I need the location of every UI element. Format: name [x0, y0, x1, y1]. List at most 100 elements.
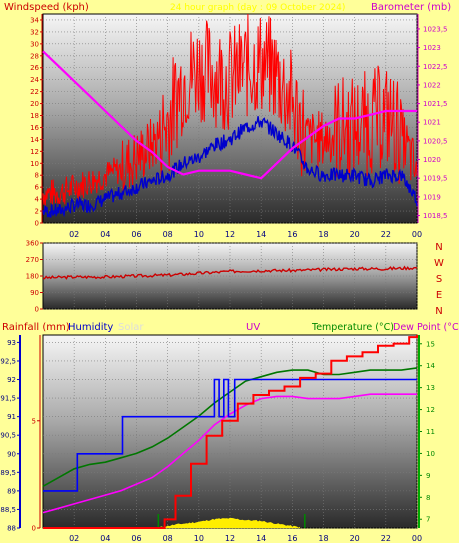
solar-axis-title: Solar: [118, 322, 144, 333]
solar-area: [159, 517, 301, 528]
uv-axis-title: UV: [246, 322, 260, 333]
wind-y-tick-label: 34: [30, 16, 39, 24]
humidity-y-tick-label: 88,5: [0, 506, 16, 514]
temperature-x-tick-label: 08: [163, 534, 173, 543]
direction-gridlines: [43, 242, 418, 310]
wind-gust-line: [42, 13, 418, 206]
wind-x-tick-label: 00: [412, 230, 422, 239]
dew-point-line: [42, 393, 417, 514]
wind-y-tick-label: 12: [30, 148, 39, 156]
temperature-x-tick-label: 02: [69, 534, 79, 543]
temperature-series: [42, 335, 418, 529]
rainfall-y-axis: 05: [32, 335, 41, 533]
wind-x-tick-label: 20: [350, 230, 360, 239]
compass-label: W: [434, 258, 444, 269]
humidity-axis-title: Humidity: [68, 322, 113, 333]
wind-y-tick-label: 26: [30, 64, 39, 72]
humidity-y-tick-label: 89: [7, 487, 16, 495]
wind-average-line: [42, 116, 418, 218]
rainfall-y-tick-label: 0: [32, 525, 36, 533]
wind-y-tick-label: 22: [30, 88, 39, 96]
direction-series: [42, 265, 418, 280]
compass-label: S: [436, 274, 442, 285]
wind-y-tick-label: 14: [30, 136, 39, 144]
barometer-y-tick-label: 1023,5: [423, 25, 448, 33]
wind-y-tick-label: 32: [30, 28, 39, 36]
temperature-x-tick-label: 00: [412, 534, 422, 543]
barometer-y-tick-label: 1023: [423, 44, 441, 52]
wind-y-tick-label: 2: [35, 208, 39, 216]
barometer-line: [42, 50, 417, 180]
wind-y-tick-label: 30: [30, 40, 39, 48]
temperature-x-tick-label: 20: [350, 534, 360, 543]
temperature-x-tick-label: 18: [318, 534, 328, 543]
temperature-y-tick-label: 9: [426, 472, 430, 480]
wind-y-tick-label: 4: [35, 196, 40, 204]
dew-point-axis-title: Dew Point (°C): [393, 322, 459, 333]
temperature-y-tick-label: 11: [426, 428, 435, 436]
temperature-y-axis: 7 8 9 10 11 12 13 14 15: [418, 335, 435, 528]
wind-y-tick-label: 10: [30, 160, 39, 168]
wind-x-tick-label: 02: [69, 230, 79, 239]
direction-y-axis: 360 270 180 90 0: [26, 240, 43, 314]
wind-direction-line: [42, 265, 418, 280]
temperature-x-tick-label: 12: [225, 534, 235, 543]
wind-x-tick-label: 04: [100, 230, 110, 239]
temperature-x-tick-label: 06: [131, 534, 141, 543]
barometer-y-tick-label: 1021,5: [423, 100, 448, 108]
temperature-y-tick-label: 8: [426, 494, 430, 502]
wind-x-tick-label: 14: [256, 230, 266, 239]
wind-series: [42, 13, 418, 218]
humidity-y-axis: 88 88,5 89 89,5 90 90,5 91 91,5 92 92,5 93: [0, 335, 21, 533]
barometer-y-tick-label: 1019: [423, 193, 441, 201]
barometer-y-tick-label: 1019,5: [423, 175, 448, 183]
temperature-y-tick-label: 14: [426, 362, 435, 370]
wind-y-tick-label: 18: [30, 112, 39, 120]
temperature-y-tick-label: 13: [426, 384, 435, 392]
humidity-y-tick-label: 92,5: [0, 357, 16, 365]
compass-label: N: [435, 306, 442, 317]
temperature-x-tick-label: 22: [381, 534, 391, 543]
barometer-y-axis: 1018,5 1019 1019,5 1020 1020,5 1021 1021,5 1022…: [417, 14, 448, 223]
temperature-y-tick-label: 10: [426, 450, 435, 458]
temperature-x-tick-label: 14: [256, 534, 266, 543]
temperature-line: [42, 367, 418, 487]
temperature-y-tick-label: 7: [426, 516, 430, 524]
wind-y-tick-label: 6: [35, 184, 40, 192]
wind-x-tick-label: 18: [318, 230, 328, 239]
direction-y-tick-label: 90: [30, 289, 39, 297]
wind-x-tick-label: 22: [381, 230, 391, 239]
barometer-y-tick-label: 1018,5: [423, 212, 448, 220]
wind-y-tick-label: 20: [30, 100, 39, 108]
humidity-y-tick-label: 89,5: [0, 469, 16, 477]
wind-y-tick-label: 28: [30, 52, 39, 60]
temperature-x-axis: 02 04 06 08 10 12 14 16 18 20 22 00: [69, 534, 422, 543]
humidity-y-tick-label: 90: [7, 450, 16, 458]
rainfall-y-tick-label: 5: [32, 417, 36, 425]
humidity-y-tick-label: 91: [7, 413, 16, 421]
humidity-y-tick-label: 90,5: [0, 432, 16, 440]
temperature-x-tick-label: 04: [100, 534, 110, 543]
temperature-y-tick-label: 15: [426, 340, 435, 348]
rainfall-axis-title: Rainfall (mm): [2, 322, 70, 333]
barometer-y-tick-label: 1022: [423, 81, 441, 89]
barometer-y-tick-label: 1020,5: [423, 137, 448, 145]
humidity-y-tick-label: 93: [7, 339, 16, 347]
compass-label: E: [436, 290, 442, 301]
wind-y-tick-label: 24: [30, 76, 39, 84]
wind-x-tick-label: 16: [287, 230, 297, 239]
direction-y-tick-label: 180: [26, 273, 39, 281]
barometer-axis-title: Barometer (mb): [371, 2, 451, 13]
barometer-y-tick-label: 1020: [423, 156, 441, 164]
wind-x-tick-label: 06: [131, 230, 141, 239]
direction-y-tick-label: 360: [26, 240, 39, 248]
humidity-y-tick-label: 88: [7, 525, 16, 533]
wind-x-tick-label: 10: [194, 230, 204, 239]
wind-x-tick-label: 12: [225, 230, 235, 239]
chart-title: 24 hour graph (day : 09 October 2024): [170, 3, 345, 13]
temperature-y-tick-label: 12: [426, 406, 435, 414]
wind-y-tick-label: 0: [35, 220, 39, 228]
wind-x-tick-label: 08: [163, 230, 173, 239]
